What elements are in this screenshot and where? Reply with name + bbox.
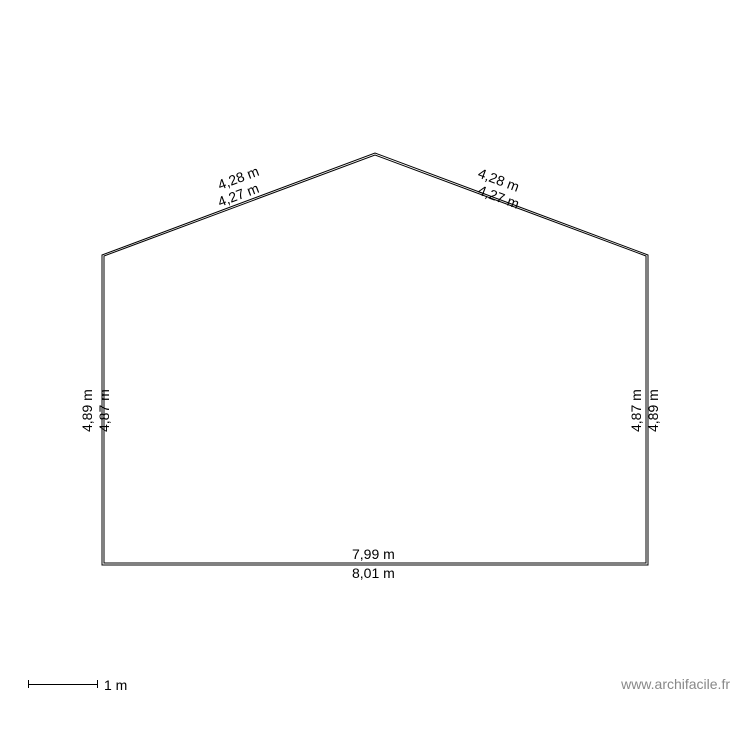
inner-wall — [104, 155, 646, 563]
dim-wall-right-outer: 4,89 m — [645, 389, 661, 432]
dim-wall-right-inner: 4,87 m — [628, 389, 644, 432]
dim-bottom-inner: 7,99 m — [352, 546, 395, 562]
dim-bottom-outer: 8,01 m — [352, 565, 395, 581]
floorplan-diagram: 4,28 m 4,27 m 4,28 m 4,27 m 4,89 m 4,87 … — [0, 0, 750, 750]
outer-wall — [102, 153, 648, 565]
scale-bar — [28, 680, 98, 688]
dim-wall-left-inner: 4,87 m — [96, 389, 112, 432]
dim-wall-left-outer: 4,89 m — [79, 389, 95, 432]
scale-label: 1 m — [104, 677, 127, 693]
watermark: www.archifacile.fr — [621, 676, 730, 692]
